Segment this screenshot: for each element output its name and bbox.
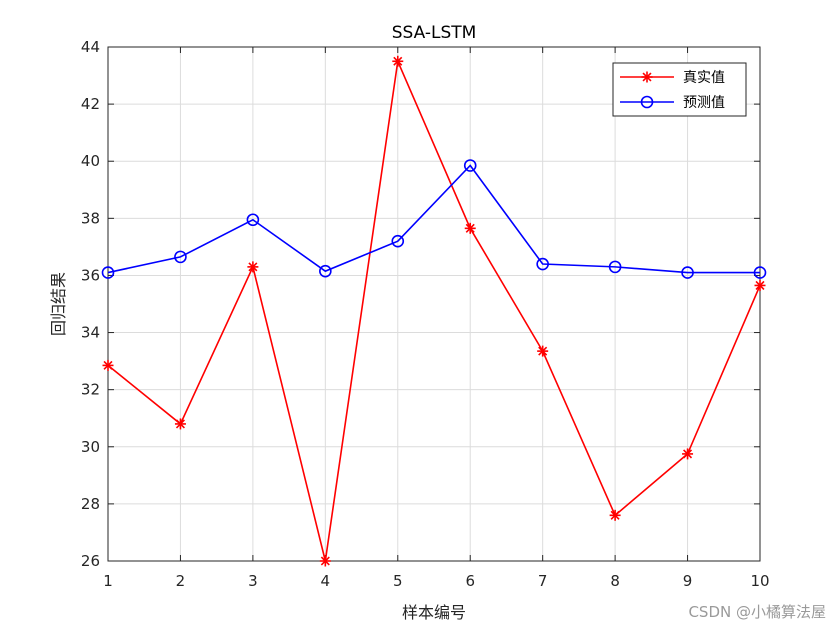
grid <box>107 46 761 562</box>
x-tick-label: 2 <box>176 572 186 590</box>
data-point-marker <box>102 359 114 371</box>
legend-item: 预测值 <box>620 95 725 111</box>
y-tick-label: 30 <box>81 438 100 456</box>
data-point-marker <box>536 257 549 271</box>
y-tick-label: 36 <box>81 266 100 284</box>
data-point-marker <box>537 345 549 357</box>
data-point-marker <box>101 266 115 279</box>
data-point-marker <box>319 264 332 278</box>
data-point-marker <box>246 213 260 227</box>
legend-marker <box>640 95 654 109</box>
legend-label: 预测值 <box>683 95 725 111</box>
legend-label: 真实值 <box>683 70 725 86</box>
data-point-marker <box>391 234 405 248</box>
data-point-marker <box>174 418 186 430</box>
asterisk-stroke <box>465 223 475 233</box>
y-tick-label: 34 <box>81 324 100 342</box>
legend-item: 真实值 <box>620 70 725 86</box>
data-point-marker <box>463 159 477 172</box>
y-tick-label: 40 <box>81 152 100 170</box>
data-point-marker <box>681 266 694 279</box>
asterisk-stroke <box>683 449 693 459</box>
series-group <box>101 55 767 567</box>
x-tick-label: 10 <box>750 572 769 590</box>
x-tick-label: 1 <box>103 572 113 590</box>
series-2 <box>101 159 767 279</box>
x-tick-label: 4 <box>321 572 331 590</box>
legend-box <box>612 62 747 117</box>
asterisk-stroke <box>103 360 113 370</box>
y-tick-label: 38 <box>81 209 100 227</box>
asterisk-stroke <box>642 72 652 82</box>
data-point-marker <box>392 55 404 67</box>
x-tick-label: 3 <box>248 572 258 590</box>
x-tick-label: 9 <box>683 572 693 590</box>
y-axis-label: 回归结果 <box>49 272 68 336</box>
asterisk-stroke <box>610 510 620 520</box>
x-tick-label: 6 <box>465 572 475 590</box>
data-point-marker <box>247 261 259 273</box>
data-point-marker <box>608 260 622 274</box>
data-point-marker <box>609 509 621 521</box>
data-point-marker <box>464 222 476 234</box>
y-tick-label: 26 <box>81 552 100 570</box>
data-point-marker <box>754 279 766 291</box>
data-point-marker <box>319 555 331 567</box>
y-tick-label: 42 <box>81 95 100 113</box>
y-tick-label: 32 <box>81 381 100 399</box>
series-1 <box>102 55 766 567</box>
series-line <box>107 164 760 274</box>
asterisk-stroke <box>175 419 185 429</box>
data-point-marker <box>753 266 767 279</box>
asterisk-stroke <box>538 346 548 356</box>
series-line <box>107 58 761 562</box>
data-point-marker <box>682 448 694 460</box>
legend-marker <box>641 71 653 83</box>
plot-area-frame <box>107 46 761 562</box>
y-tick-label: 44 <box>81 38 100 56</box>
data-point-marker <box>174 250 187 264</box>
chart-title: SSA-LSTM <box>392 23 477 43</box>
asterisk-stroke <box>320 556 330 566</box>
y-tick-label: 28 <box>81 495 100 513</box>
x-tick-label: 8 <box>610 572 620 590</box>
asterisk-stroke <box>393 56 403 66</box>
asterisk-stroke <box>755 280 765 290</box>
watermark-text: CSDN @小橘算法屋 <box>688 603 826 621</box>
x-tick-label: 5 <box>393 572 403 590</box>
asterisk-stroke <box>248 262 258 272</box>
x-axis-label: 样本编号 <box>402 603 466 622</box>
x-tick-label: 7 <box>538 572 548 590</box>
